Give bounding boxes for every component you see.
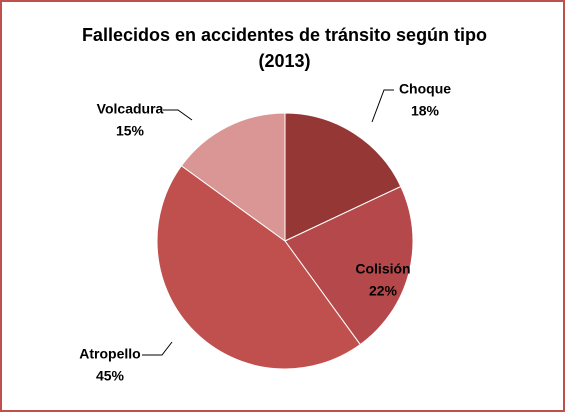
chart-title: Fallecidos en accidentes de tránsito seg… (81, 25, 488, 71)
pie-slice (284, 185, 414, 346)
slice-value-label: 22% (369, 283, 398, 299)
leader-line (142, 341, 173, 356)
leader-line (371, 89, 394, 123)
pie-slice (284, 112, 402, 242)
slice-label: Colisión (355, 261, 410, 277)
slice-value-label: 15% (116, 123, 145, 139)
pie-slice (156, 165, 361, 370)
slice-value-label: 45% (96, 368, 125, 384)
slice-value-label: 18% (411, 103, 440, 119)
leader-line (163, 109, 193, 121)
slice-label: Choque (399, 81, 451, 97)
slice-label: Atropello (79, 346, 140, 362)
pie-slice (180, 112, 286, 242)
slice-label: Volcadura (97, 101, 164, 117)
